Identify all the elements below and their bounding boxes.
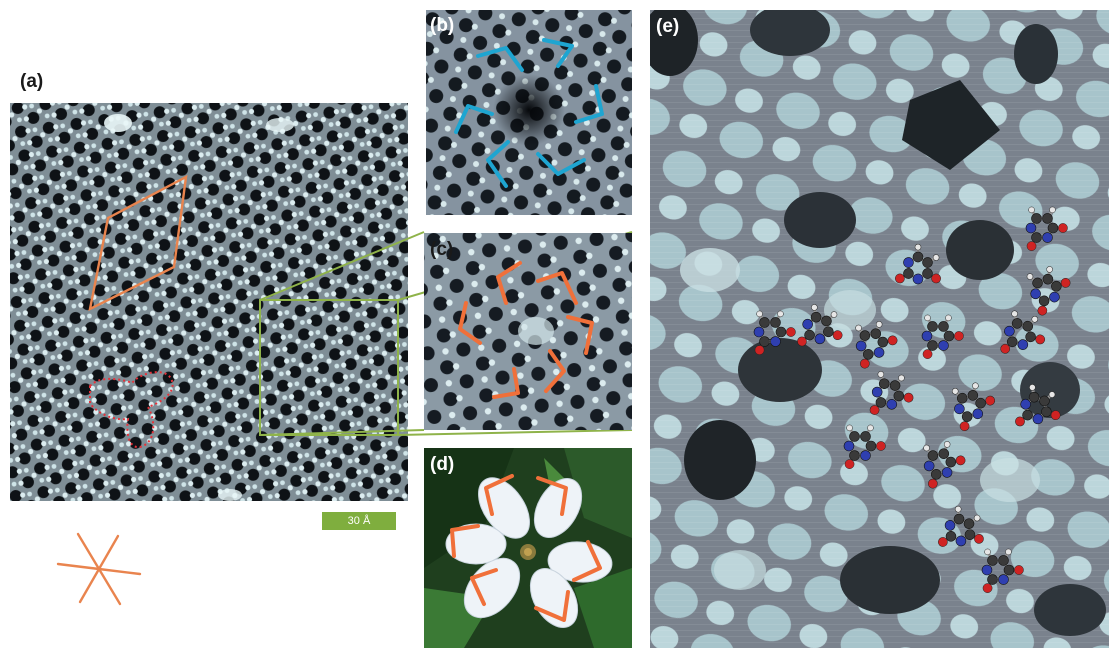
molecule-model: [921, 314, 964, 359]
molecule-model: [895, 243, 941, 285]
molecule-model: [869, 371, 914, 415]
molecule-model: [1015, 384, 1061, 427]
molecule-model: [923, 441, 966, 489]
molecule-model: [1000, 310, 1046, 354]
scale-bar: 30 Å: [322, 512, 396, 530]
molecule-model: [981, 548, 1024, 593]
molecule-model: [1026, 266, 1071, 316]
panel-d-label: (d): [430, 454, 455, 475]
panel-e-label: (e): [656, 16, 680, 37]
panel-c-label: (c): [430, 239, 454, 260]
molecule-model: [797, 304, 843, 347]
molecule-model: [1025, 206, 1068, 251]
panel-b-stm-image: [426, 10, 632, 215]
panel-a-stm-image: [10, 103, 408, 501]
dotted-molecule-outline: [89, 371, 174, 449]
sixfold-symmetry-symbol: [56, 532, 142, 606]
panel-c-stm-image: [424, 233, 632, 430]
panel-d-flower-photo: [424, 448, 632, 648]
unit-cell-rhombus: [88, 174, 188, 312]
panel-a-label: (a): [20, 71, 44, 92]
molecule-model: [843, 424, 886, 469]
panel-e-stm-image: [650, 10, 1109, 648]
panel-b-label: (b): [430, 15, 455, 36]
molecule-model: [938, 505, 984, 547]
molecule-model: [855, 321, 898, 369]
molecule-model: [951, 382, 996, 432]
molecule-model: [753, 310, 796, 355]
